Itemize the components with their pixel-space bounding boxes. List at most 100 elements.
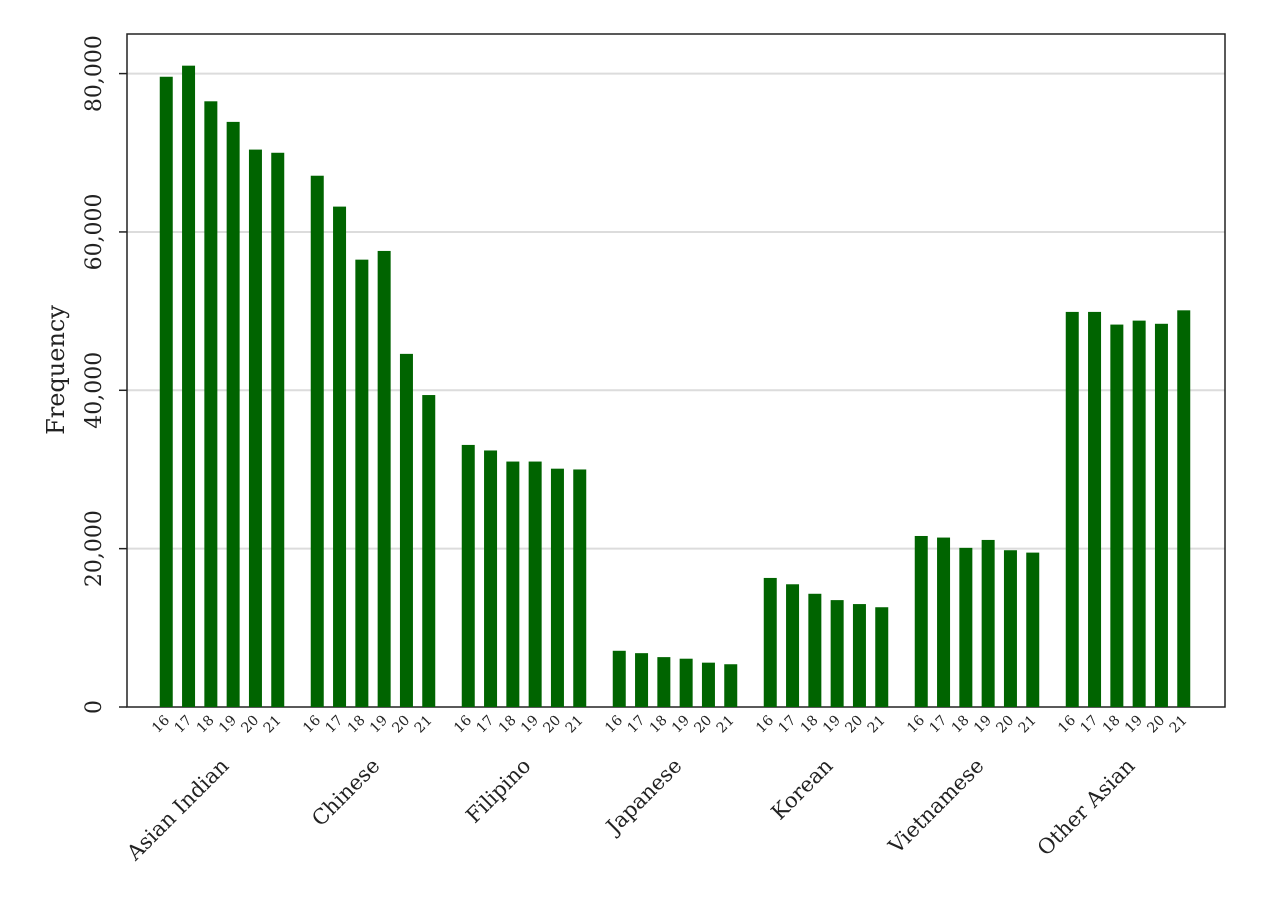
bar bbox=[271, 152, 285, 707]
x-tick-label: Korean bbox=[767, 754, 838, 825]
sub-tick-label: 18 bbox=[949, 713, 973, 737]
sub-tick-label: 20 bbox=[1144, 713, 1168, 737]
sub-tick-label: 16 bbox=[904, 712, 928, 736]
sub-tick-label: 19 bbox=[518, 713, 542, 737]
y-tick-label: 20,000 bbox=[82, 510, 107, 587]
bar bbox=[461, 444, 475, 707]
bar bbox=[573, 469, 587, 707]
sub-tick-label: 18 bbox=[194, 713, 218, 737]
sub-tick-label: 20 bbox=[691, 713, 715, 737]
sub-tick-label: 16 bbox=[149, 712, 173, 736]
bar bbox=[612, 650, 626, 707]
x-tick-label: Other Asian bbox=[1033, 754, 1140, 861]
sub-tick-label: 21 bbox=[261, 713, 285, 737]
sub-tick-label: 18 bbox=[1100, 713, 1124, 737]
bar bbox=[763, 577, 777, 707]
bar bbox=[377, 250, 391, 707]
sub-tick-label: 21 bbox=[412, 713, 436, 737]
bar bbox=[528, 461, 542, 707]
sub-tick-label: 17 bbox=[1077, 713, 1101, 737]
bar bbox=[830, 600, 844, 707]
sub-tick-label: 16 bbox=[300, 712, 324, 736]
bar bbox=[422, 395, 436, 707]
bar bbox=[914, 535, 928, 707]
sub-tick-label: 17 bbox=[171, 713, 195, 737]
sub-tick-label: 19 bbox=[1122, 713, 1146, 737]
bar bbox=[1026, 552, 1040, 707]
sub-tick-label: 19 bbox=[820, 713, 844, 737]
bar bbox=[1110, 324, 1124, 707]
sub-tick-label: 20 bbox=[993, 713, 1017, 737]
bar bbox=[657, 657, 671, 707]
x-tick-label: Filipino bbox=[461, 754, 535, 828]
bar bbox=[333, 206, 347, 707]
sub-tick-label: 17 bbox=[322, 713, 346, 737]
bar bbox=[1003, 550, 1017, 707]
sub-tick-label: 21 bbox=[563, 713, 587, 737]
bar bbox=[1132, 320, 1146, 707]
sub-tick-label: 18 bbox=[345, 713, 369, 737]
bar bbox=[981, 539, 995, 707]
sub-tick-label: 19 bbox=[216, 713, 240, 737]
bar bbox=[159, 76, 173, 707]
bar bbox=[506, 461, 520, 707]
bar bbox=[226, 121, 240, 708]
x-tick-label: Japanese bbox=[600, 754, 686, 840]
bar bbox=[204, 101, 218, 708]
sub-tick-label: 21 bbox=[865, 713, 889, 737]
bar bbox=[1065, 311, 1079, 707]
y-tick-label: 60,000 bbox=[82, 193, 107, 270]
y-tick-label: 40,000 bbox=[82, 352, 107, 429]
sub-tick-label: 20 bbox=[238, 713, 262, 737]
bar bbox=[550, 468, 564, 707]
bar bbox=[1088, 311, 1102, 707]
y-tick-label: 0 bbox=[82, 700, 107, 714]
x-tick-label: Chinese bbox=[307, 754, 384, 831]
bar bbox=[852, 604, 866, 707]
sub-tick-label: 18 bbox=[647, 713, 671, 737]
sub-tick-label: 16 bbox=[1055, 712, 1079, 736]
sub-tick-label: 21 bbox=[1167, 713, 1191, 737]
bar bbox=[786, 584, 800, 707]
bar bbox=[1154, 323, 1168, 707]
sub-tick-label: 18 bbox=[496, 713, 520, 737]
sub-tick-label: 19 bbox=[669, 713, 693, 737]
sub-tick-label: 19 bbox=[971, 713, 995, 737]
bar bbox=[310, 175, 324, 707]
y-axis-title: Frequency bbox=[42, 305, 70, 435]
y-tick-label: 80,000 bbox=[82, 35, 107, 112]
bar bbox=[808, 593, 822, 707]
sub-tick-label: 21 bbox=[1016, 713, 1040, 737]
bar bbox=[679, 658, 693, 707]
plot-frame bbox=[126, 33, 1226, 708]
x-tick-label: Asian Indian bbox=[122, 754, 234, 866]
bar bbox=[355, 259, 369, 707]
bar bbox=[635, 653, 649, 707]
x-tick-label: Vietnamese bbox=[883, 754, 988, 859]
bar bbox=[875, 607, 889, 707]
sub-tick-label: 18 bbox=[798, 713, 822, 737]
bar bbox=[399, 353, 413, 707]
sub-tick-label: 17 bbox=[926, 713, 950, 737]
bar bbox=[484, 450, 498, 707]
sub-tick-label: 20 bbox=[389, 713, 413, 737]
sub-tick-label: 19 bbox=[367, 713, 391, 737]
sub-tick-label: 16 bbox=[602, 712, 626, 736]
sub-tick-label: 20 bbox=[540, 713, 564, 737]
sub-tick-label: 17 bbox=[473, 713, 497, 737]
bar bbox=[724, 664, 738, 707]
bar bbox=[182, 65, 196, 707]
sub-tick-label: 17 bbox=[624, 713, 648, 737]
sub-tick-label: 21 bbox=[714, 713, 738, 737]
bar bbox=[1177, 310, 1191, 707]
sub-tick-label: 16 bbox=[753, 712, 777, 736]
sub-tick-label: 16 bbox=[451, 712, 475, 736]
bar bbox=[701, 662, 715, 707]
bar bbox=[248, 149, 262, 707]
sub-tick-label: 20 bbox=[842, 713, 866, 737]
bar bbox=[937, 537, 951, 707]
sub-tick-label: 17 bbox=[775, 713, 799, 737]
bar bbox=[959, 547, 973, 707]
